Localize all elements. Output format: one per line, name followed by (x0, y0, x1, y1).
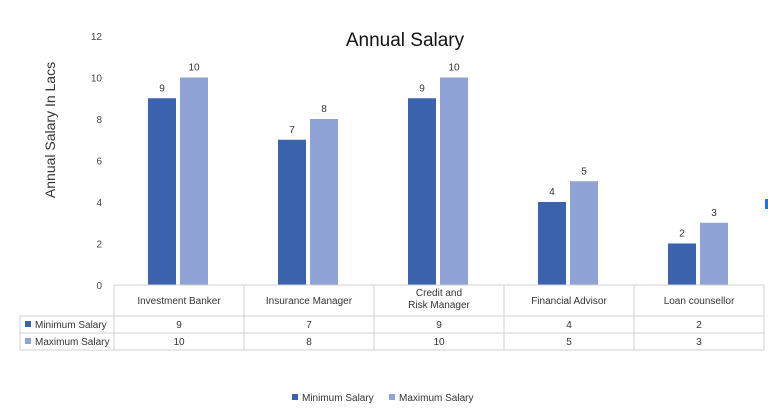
table-cell-value: 5 (566, 337, 572, 348)
data-table: Investment Banker Insurance Manager Credit… (19, 284, 765, 351)
table-cell-value: 9 (436, 320, 442, 331)
table-series-name: Maximum Salary (35, 337, 109, 348)
bar-value-label: 4 (549, 187, 555, 198)
table-cell-value: 7 (306, 320, 312, 331)
bar-maximum (310, 119, 338, 285)
table-cell-value: 9 (176, 320, 182, 331)
legend-entry: Minimum Salary (302, 393, 374, 404)
bar-minimum (408, 98, 436, 285)
legend-swatch (292, 394, 298, 400)
y-tick-label: 12 (91, 32, 103, 43)
category-label: Investment Banker (137, 296, 221, 307)
legend-swatch (389, 394, 395, 400)
table-cell-value: 10 (433, 337, 445, 348)
bar-value-label: 8 (321, 104, 327, 115)
table-cell-value: 8 (306, 337, 312, 348)
bar-value-label: 7 (289, 125, 295, 136)
y-tick-label: 2 (96, 240, 102, 251)
edge-marker (765, 199, 768, 209)
table-cell-value: 3 (696, 337, 702, 348)
bar-minimum (538, 202, 566, 285)
category-label: Loan counsellor (664, 296, 735, 307)
y-tick-label: 8 (96, 115, 102, 126)
y-tick-label: 6 (96, 157, 102, 168)
y-tick-label: 4 (96, 198, 102, 209)
data-labels: 9 7 9 4 2 10 8 10 5 3 (159, 63, 717, 240)
legend: Minimum Salary Maximum Salary (292, 393, 473, 404)
y-axis-label: Annual Salary In Lacs (42, 62, 58, 198)
table-legend-swatch (25, 338, 31, 344)
bar-value-label: 9 (159, 83, 165, 94)
y-axis-ticks: 0 2 4 6 8 10 12 (91, 32, 103, 292)
bar-value-label: 5 (581, 166, 587, 177)
table-cell-value: 10 (173, 337, 185, 348)
category-label: Credit and Risk Manager (408, 288, 470, 311)
bar-series (148, 77, 728, 285)
bar-value-label: 2 (679, 229, 685, 240)
bar-minimum (668, 243, 696, 285)
bar-value-label: 10 (448, 63, 460, 74)
bar-minimum (148, 98, 176, 285)
bar-maximum (440, 77, 468, 285)
bar-minimum (278, 139, 306, 285)
category-label: Financial Advisor (531, 296, 607, 307)
category-label: Insurance Manager (266, 296, 353, 307)
y-tick-label: 0 (96, 281, 102, 292)
table-cell-value: 2 (696, 320, 702, 331)
y-tick-label: 10 (91, 74, 103, 85)
bar-value-label: 10 (188, 63, 200, 74)
table-legend-swatch (25, 321, 31, 327)
table-series-name: Minimum Salary (35, 320, 107, 331)
bar-maximum (570, 181, 598, 285)
chart-title: Annual Salary (346, 30, 465, 51)
legend-entry: Maximum Salary (399, 393, 473, 404)
bar-maximum (180, 77, 208, 285)
table-cell-value: 4 (566, 320, 572, 331)
bar-value-label: 9 (419, 83, 425, 94)
bar-value-label: 3 (711, 208, 717, 219)
bar-maximum (700, 222, 728, 285)
